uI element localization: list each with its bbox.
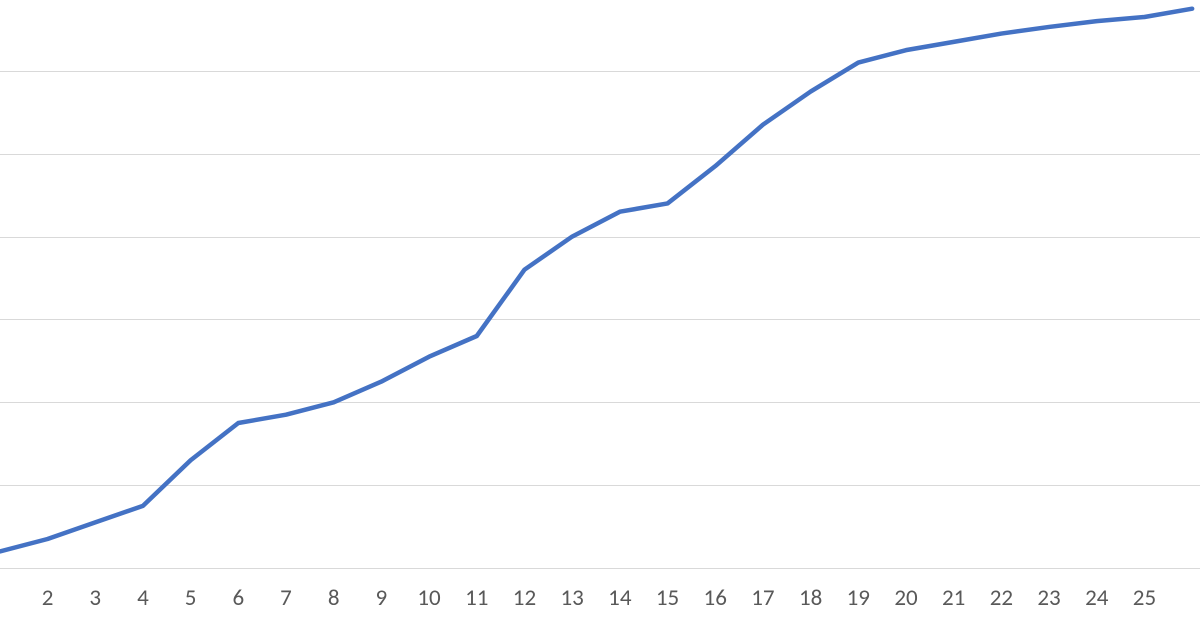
x-tick-label: 16 [704, 584, 727, 612]
x-tick-label: 11 [465, 584, 488, 612]
x-tick-label: 25 [1133, 584, 1156, 612]
x-tick-label: 14 [608, 584, 631, 612]
line-series [0, 0, 1200, 568]
x-tick-label: 20 [894, 584, 917, 612]
x-tick-label: 3 [89, 584, 101, 612]
x-tick-label: 12 [513, 584, 536, 612]
x-tick-label: 5 [185, 584, 197, 612]
x-tick-label: 4 [137, 584, 149, 612]
x-tick-label: 17 [751, 584, 774, 612]
x-tick-label: 24 [1085, 584, 1108, 612]
x-tick-label: 8 [328, 584, 340, 612]
x-tick-label: 10 [417, 584, 440, 612]
x-tick-label: 19 [847, 584, 870, 612]
x-tick-label: 23 [1037, 584, 1060, 612]
x-tick-label: 6 [232, 584, 244, 612]
x-tick-label: 18 [799, 584, 822, 612]
x-tick-label: 22 [990, 584, 1013, 612]
x-tick-label: 2 [42, 584, 54, 612]
x-tick-label: 13 [560, 584, 583, 612]
gridline [0, 568, 1200, 569]
x-tick-label: 7 [280, 584, 292, 612]
x-tick-label: 9 [376, 584, 388, 612]
plot-area: 2345678910111213141516171819202122232425 [0, 0, 1200, 568]
x-tick-label: 15 [656, 584, 679, 612]
x-tick-label: 21 [942, 584, 965, 612]
line-chart: 2345678910111213141516171819202122232425 [0, 0, 1200, 629]
